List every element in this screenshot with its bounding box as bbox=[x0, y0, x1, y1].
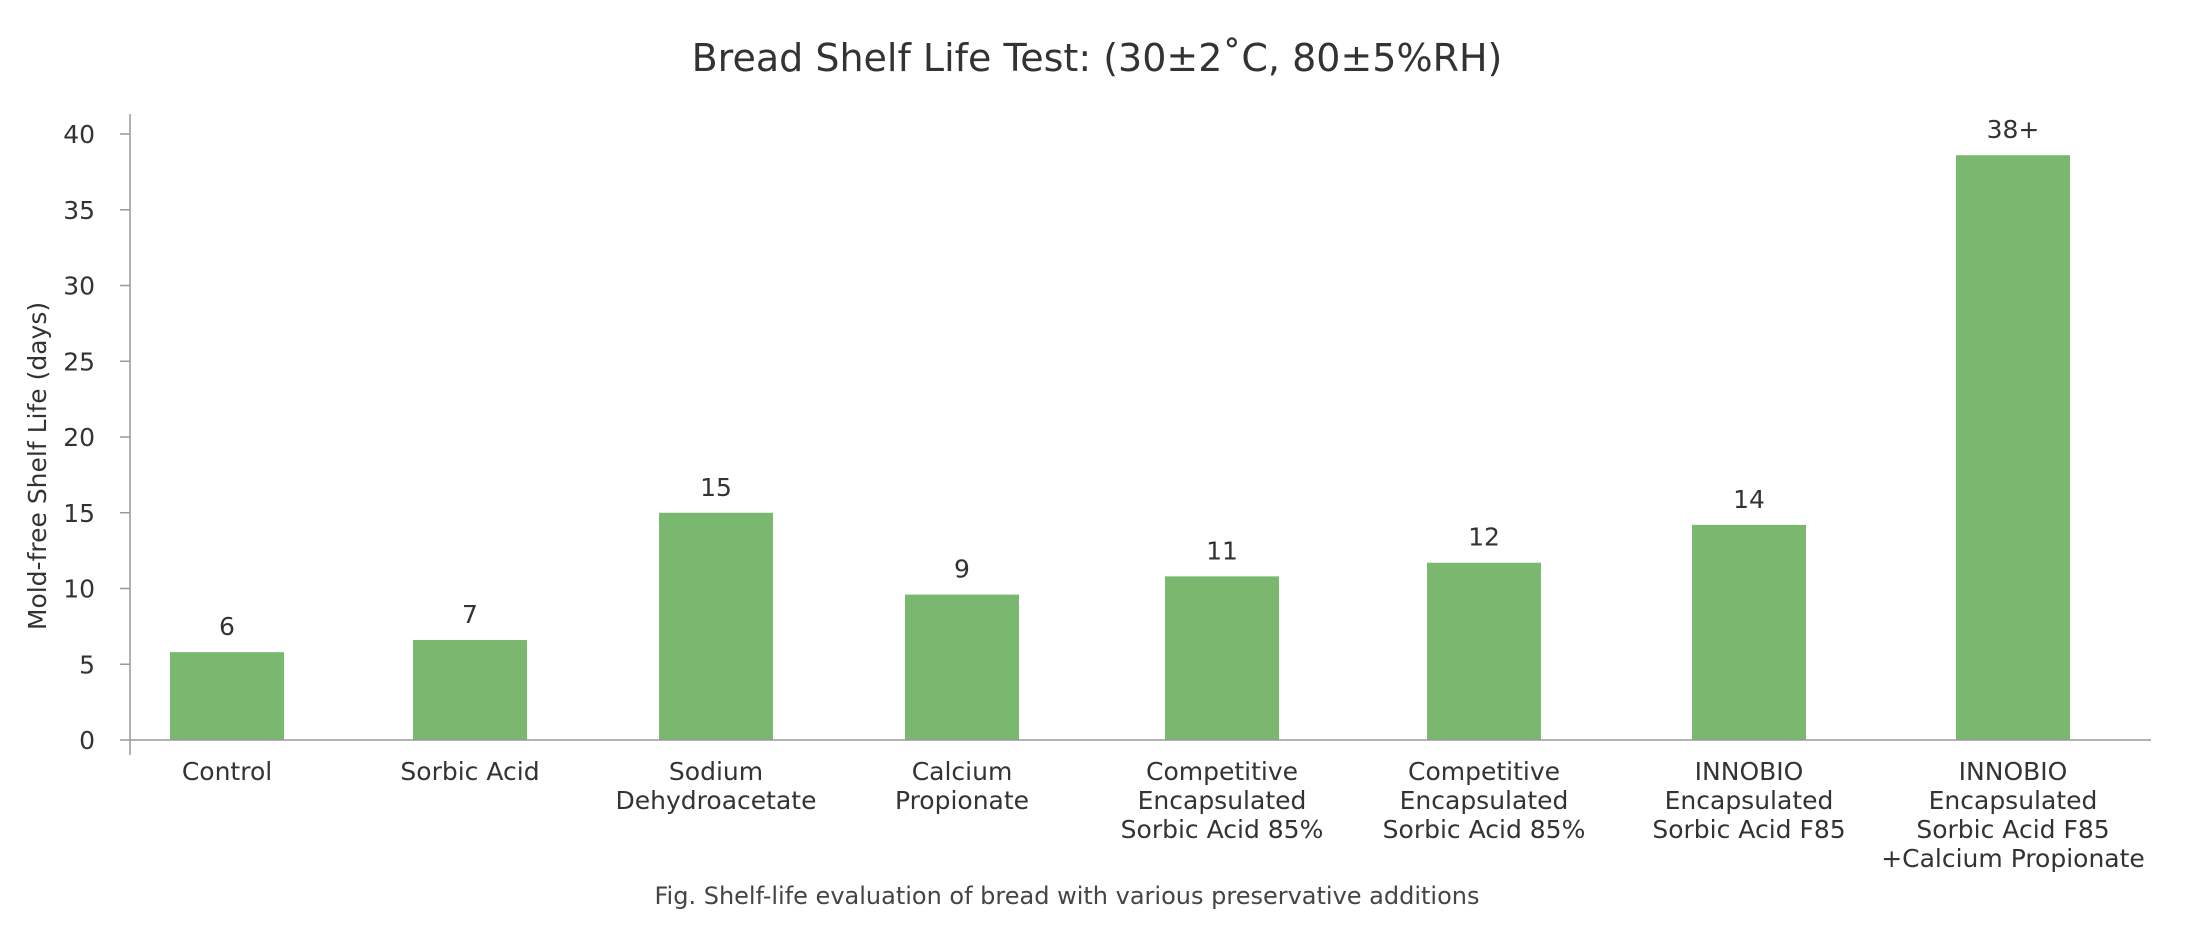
bar bbox=[1165, 576, 1279, 740]
bar-value-label: 12 bbox=[1468, 523, 1500, 552]
bar bbox=[1427, 562, 1541, 740]
y-axis-ticks: 0 5 10 15 20 25 30 35 40 bbox=[63, 120, 130, 755]
x-tick-label: Competitive bbox=[1408, 757, 1560, 786]
bar-value-label: 9 bbox=[954, 555, 970, 584]
x-tick-label: Propionate bbox=[895, 786, 1029, 815]
y-tick-label: 40 bbox=[63, 120, 95, 149]
y-axis-label: Mold-free Shelf Life (days) bbox=[23, 302, 52, 630]
x-tick-label: Sorbic Acid F85 bbox=[1916, 815, 2109, 844]
bar-value-label: 15 bbox=[700, 473, 732, 502]
x-tick-label: Sorbic Acid bbox=[400, 757, 539, 786]
y-tick-label: 15 bbox=[63, 499, 95, 528]
x-tick-label: Encapsulated bbox=[1400, 786, 1569, 815]
bar bbox=[659, 512, 773, 740]
x-tick-label: +Calcium Propionate bbox=[1881, 844, 2145, 873]
x-tick-label: Competitive bbox=[1146, 757, 1298, 786]
x-tick-label: Calcium bbox=[912, 757, 1013, 786]
x-tick-label: Sorbic Acid 85% bbox=[1383, 815, 1586, 844]
chart-title: Bread Shelf Life Test: (30±2˚C, 80±5%RH) bbox=[692, 36, 1503, 80]
bar-value-label: 7 bbox=[462, 600, 478, 629]
x-tick-label: Control bbox=[182, 757, 272, 786]
x-tick-label: INNOBIO bbox=[1959, 757, 2068, 786]
bars-group bbox=[170, 155, 2070, 740]
y-tick-label: 20 bbox=[63, 423, 95, 452]
bar-value-label: 11 bbox=[1206, 536, 1238, 565]
bar bbox=[905, 594, 1019, 740]
bar bbox=[1956, 155, 2070, 740]
bar bbox=[413, 640, 527, 740]
x-tick-label: Encapsulated bbox=[1665, 786, 1834, 815]
bar-value-label: 38+ bbox=[1987, 115, 2040, 144]
x-tick-label: Dehydroacetate bbox=[616, 786, 817, 815]
chart-caption: Fig. Shelf-life evaluation of bread with… bbox=[654, 882, 1479, 910]
bar bbox=[1692, 524, 1806, 740]
x-tick-label: Sodium bbox=[669, 757, 763, 786]
x-tick-label: Encapsulated bbox=[1138, 786, 1307, 815]
y-tick-label: 35 bbox=[63, 196, 95, 225]
x-tick-label: Sorbic Acid 85% bbox=[1121, 815, 1324, 844]
y-tick-label: 10 bbox=[63, 575, 95, 604]
y-tick-label: 0 bbox=[79, 726, 95, 755]
bar-value-label: 6 bbox=[219, 612, 235, 641]
y-tick-label: 25 bbox=[63, 347, 95, 376]
x-tick-label: Sorbic Acid F85 bbox=[1652, 815, 1845, 844]
y-tick-label: 30 bbox=[63, 272, 95, 301]
bar-value-label: 14 bbox=[1733, 485, 1765, 514]
bar bbox=[170, 652, 284, 740]
y-tick-label: 5 bbox=[79, 650, 95, 679]
data-labels-group: 6 7 15 9 11 12 14 38+ bbox=[219, 115, 2039, 641]
x-tick-label: Encapsulated bbox=[1929, 786, 2098, 815]
x-tick-label: INNOBIO bbox=[1695, 757, 1804, 786]
